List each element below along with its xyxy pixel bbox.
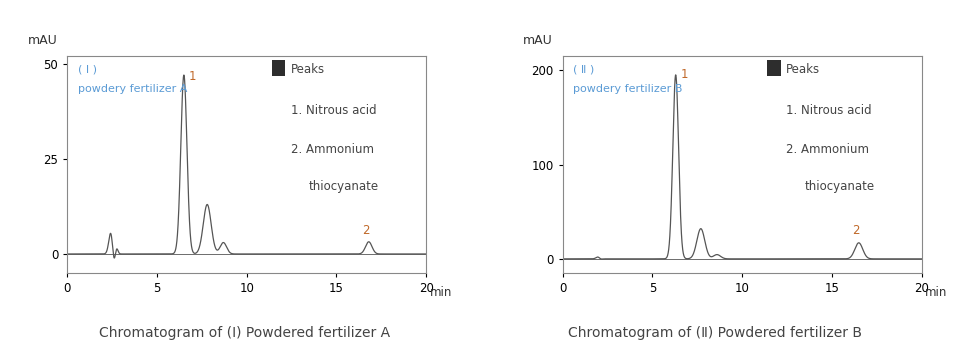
Text: 1: 1 [188,70,196,83]
Text: Chromatogram of (Ⅰ) Powdered fertilizer A: Chromatogram of (Ⅰ) Powdered fertilizer … [99,326,391,340]
Text: ( I ): ( I ) [78,65,97,75]
Text: 2. Ammonium: 2. Ammonium [291,143,373,156]
Text: Peaks: Peaks [786,63,821,76]
Bar [272,60,285,76]
Text: thiocyanate: thiocyanate [309,180,379,193]
Text: ( Ⅱ ): ( Ⅱ ) [573,65,594,75]
Text: min: min [925,286,948,299]
Text: Peaks: Peaks [291,63,325,76]
Text: thiocyanate: thiocyanate [804,180,875,193]
Bar [767,60,780,76]
Text: 1. Nitrous acid: 1. Nitrous acid [291,104,376,117]
Text: 1: 1 [681,69,687,82]
Text: 2. Ammonium: 2. Ammonium [786,143,869,156]
Text: 2: 2 [852,224,860,237]
Text: mAU: mAU [28,34,58,47]
Text: 2: 2 [363,224,370,237]
Text: min: min [430,286,452,299]
Text: mAU: mAU [523,34,553,47]
Text: Chromatogram of (Ⅱ) Powdered fertilizer B: Chromatogram of (Ⅱ) Powdered fertilizer … [568,326,862,340]
Text: powdery fertilizer A: powdery fertilizer A [78,84,187,94]
Text: 1. Nitrous acid: 1. Nitrous acid [786,104,872,117]
Text: powdery fertilizer B: powdery fertilizer B [573,84,683,94]
